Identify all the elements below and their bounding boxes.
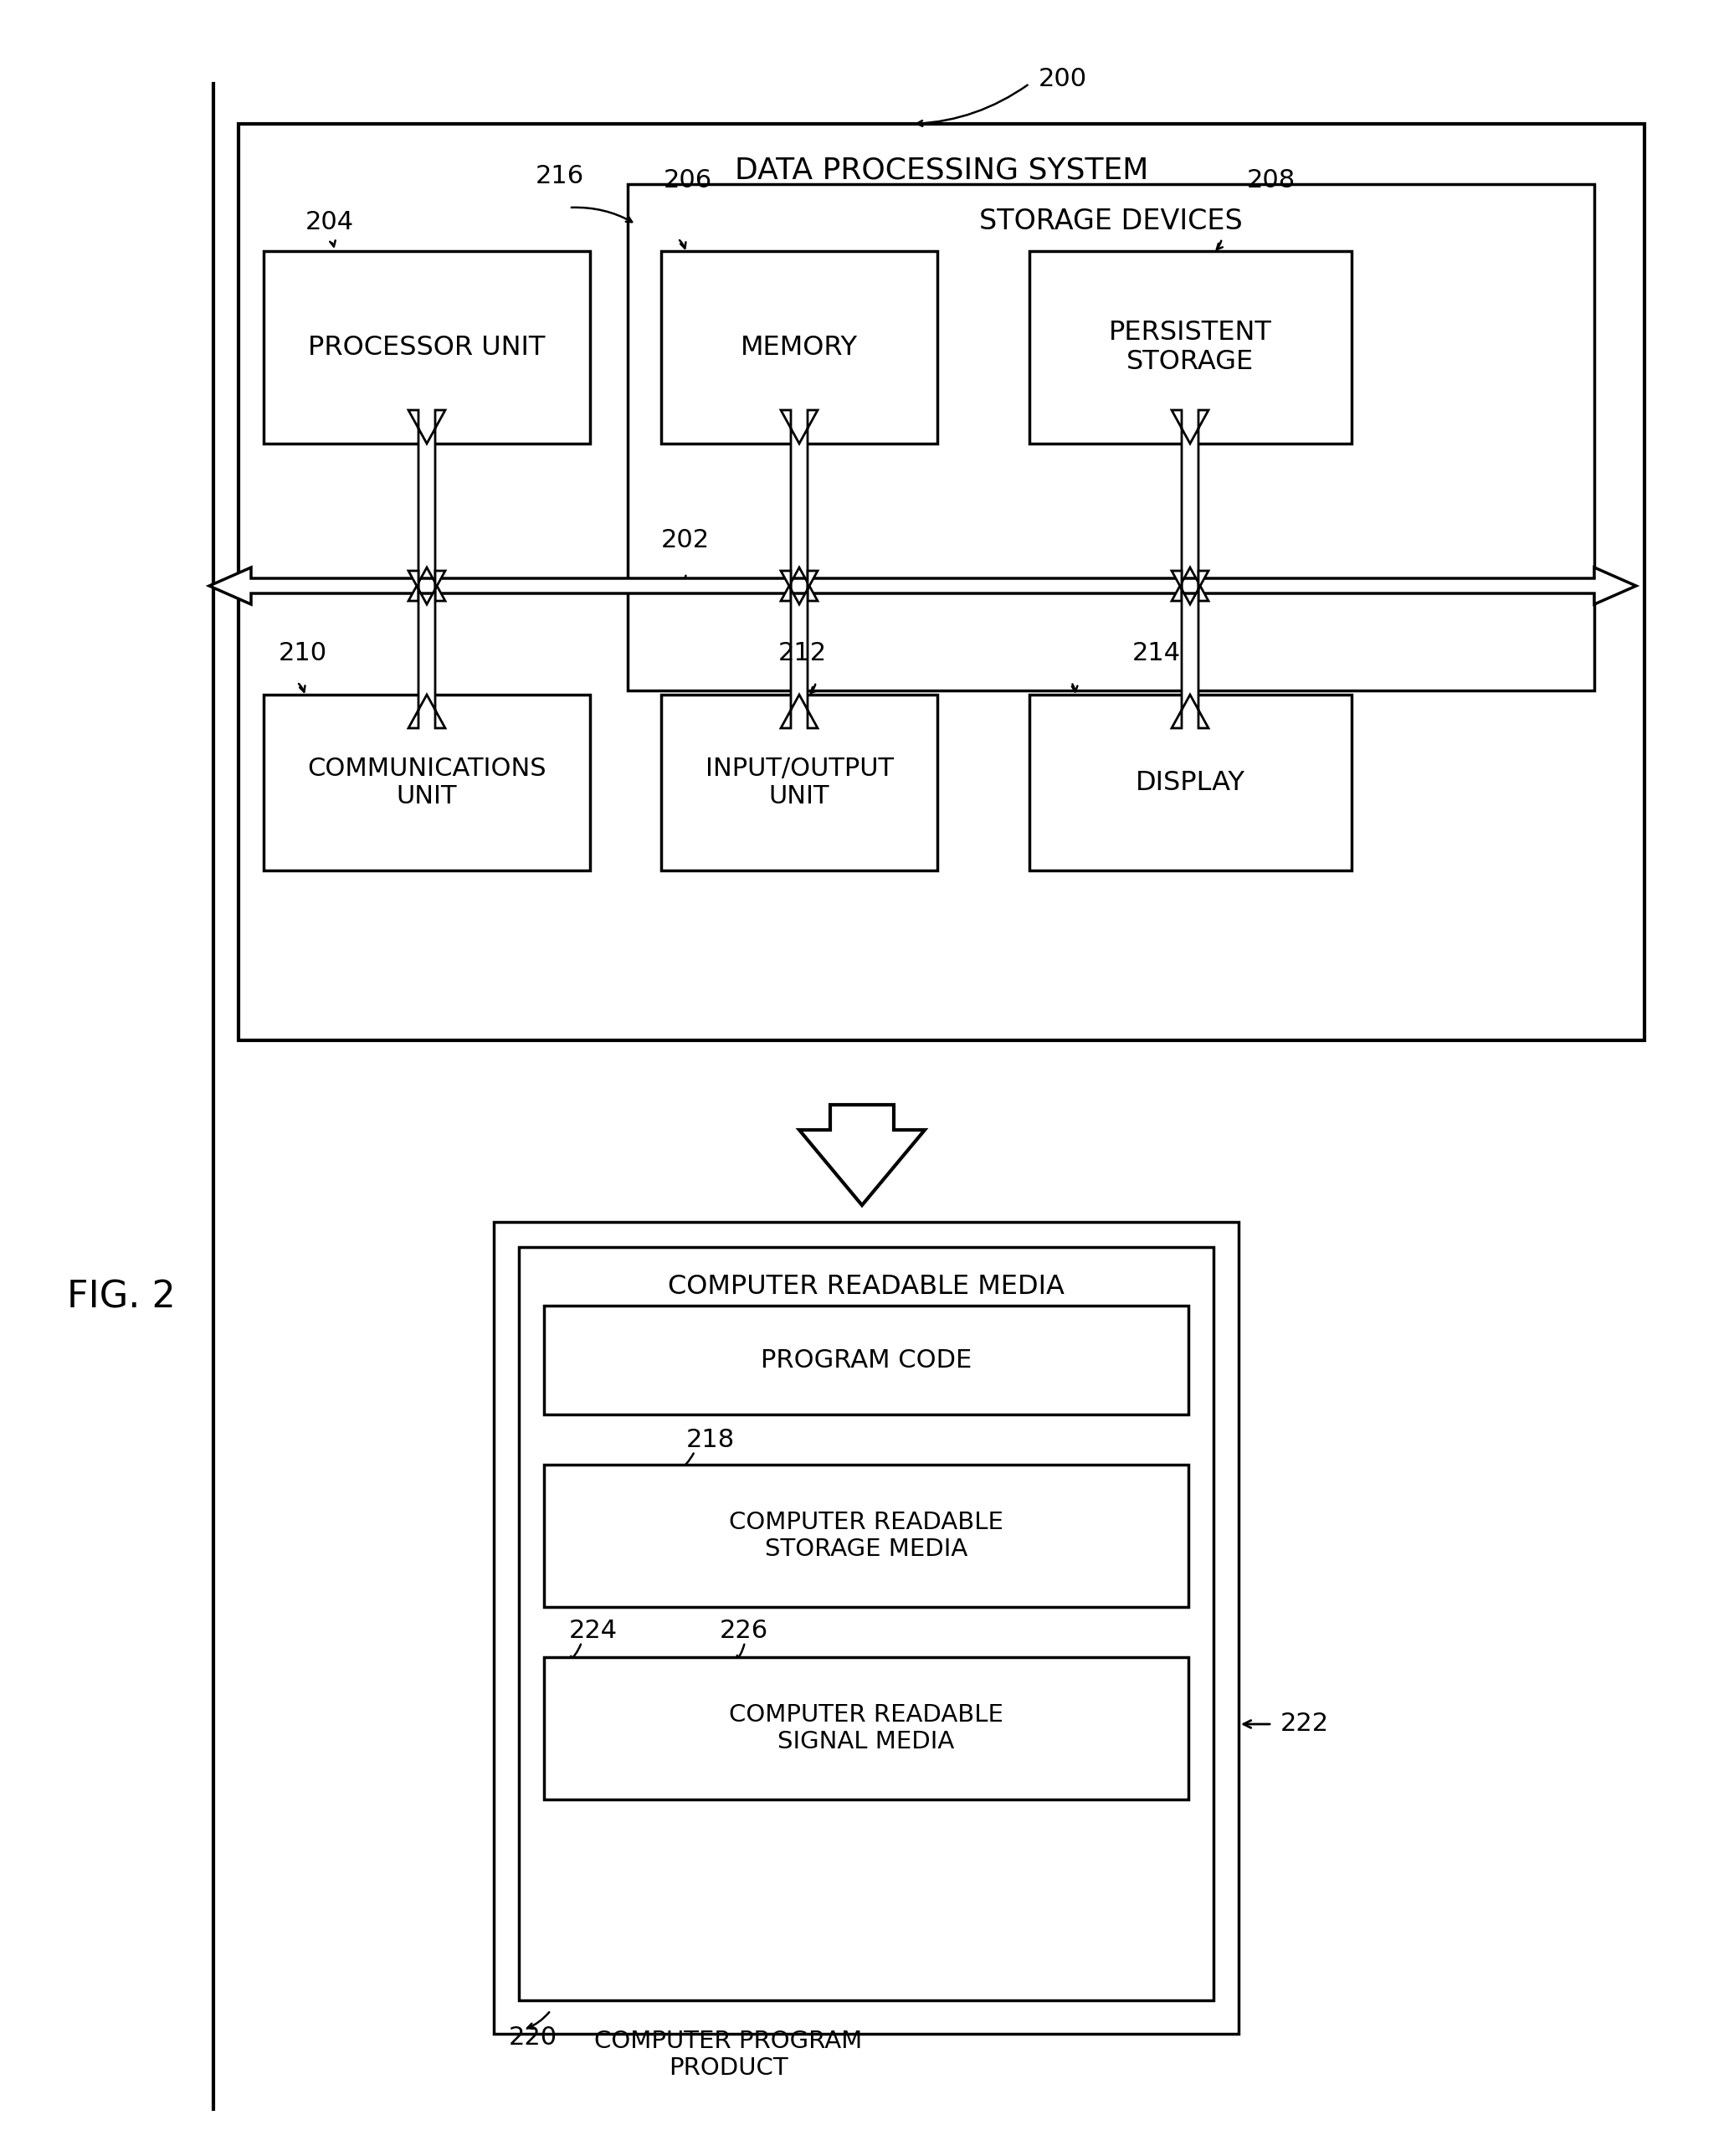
Text: 200: 200 xyxy=(1038,67,1088,91)
Text: 202: 202 xyxy=(660,528,710,552)
Polygon shape xyxy=(800,1104,924,1205)
Bar xyxy=(264,250,590,444)
Text: PROCESSOR UNIT: PROCESSOR UNIT xyxy=(309,334,545,360)
Text: 216: 216 xyxy=(536,164,584,188)
Bar xyxy=(493,1222,1238,2033)
Polygon shape xyxy=(409,410,445,602)
Text: COMMUNICATIONS
UNIT: COMMUNICATIONS UNIT xyxy=(307,757,547,808)
Text: DISPLAY: DISPLAY xyxy=(1134,770,1245,796)
Text: COMPUTER READABLE
STORAGE MEDIA: COMPUTER READABLE STORAGE MEDIA xyxy=(729,1511,1003,1561)
Bar xyxy=(545,1464,1188,1606)
Bar xyxy=(238,123,1645,1041)
Polygon shape xyxy=(1172,571,1209,729)
Polygon shape xyxy=(781,571,817,729)
Text: 220: 220 xyxy=(509,2024,557,2050)
Text: 222: 222 xyxy=(1281,1712,1329,1736)
Text: 212: 212 xyxy=(778,640,828,666)
Text: COMPUTER READABLE MEDIA: COMPUTER READABLE MEDIA xyxy=(667,1274,1064,1300)
Text: 204: 204 xyxy=(305,209,353,235)
Bar xyxy=(628,183,1595,690)
Text: PERSISTENT
STORAGE: PERSISTENT STORAGE xyxy=(1109,319,1272,375)
Text: 210: 210 xyxy=(279,640,328,666)
Text: PROGRAM CODE: PROGRAM CODE xyxy=(760,1348,972,1371)
Polygon shape xyxy=(409,571,445,729)
Polygon shape xyxy=(1172,410,1209,602)
Text: 226: 226 xyxy=(719,1619,769,1643)
Text: STORAGE DEVICES: STORAGE DEVICES xyxy=(979,207,1243,235)
Text: INPUT/OUTPUT
UNIT: INPUT/OUTPUT UNIT xyxy=(705,757,893,808)
Text: 224: 224 xyxy=(569,1619,617,1643)
Text: 208: 208 xyxy=(1246,168,1296,192)
Text: 218: 218 xyxy=(686,1427,734,1453)
Bar xyxy=(545,1658,1188,1800)
Text: 214: 214 xyxy=(1133,640,1181,666)
Text: COMPUTER READABLE
SIGNAL MEDIA: COMPUTER READABLE SIGNAL MEDIA xyxy=(729,1703,1003,1753)
Bar xyxy=(545,1307,1188,1414)
Bar xyxy=(1029,250,1352,444)
Polygon shape xyxy=(209,567,1636,604)
Text: MEMORY: MEMORY xyxy=(741,334,859,360)
Bar xyxy=(519,1246,1214,2001)
Text: COMPUTER PROGRAM
PRODUCT: COMPUTER PROGRAM PRODUCT xyxy=(595,2029,862,2081)
Bar xyxy=(660,694,938,871)
Bar xyxy=(660,250,938,444)
Text: 206: 206 xyxy=(664,168,712,192)
Text: FIG. 2: FIG. 2 xyxy=(67,1279,176,1315)
Bar xyxy=(264,694,590,871)
Text: DATA PROCESSING SYSTEM: DATA PROCESSING SYSTEM xyxy=(734,155,1148,183)
Bar xyxy=(1029,694,1352,871)
Polygon shape xyxy=(781,410,817,602)
